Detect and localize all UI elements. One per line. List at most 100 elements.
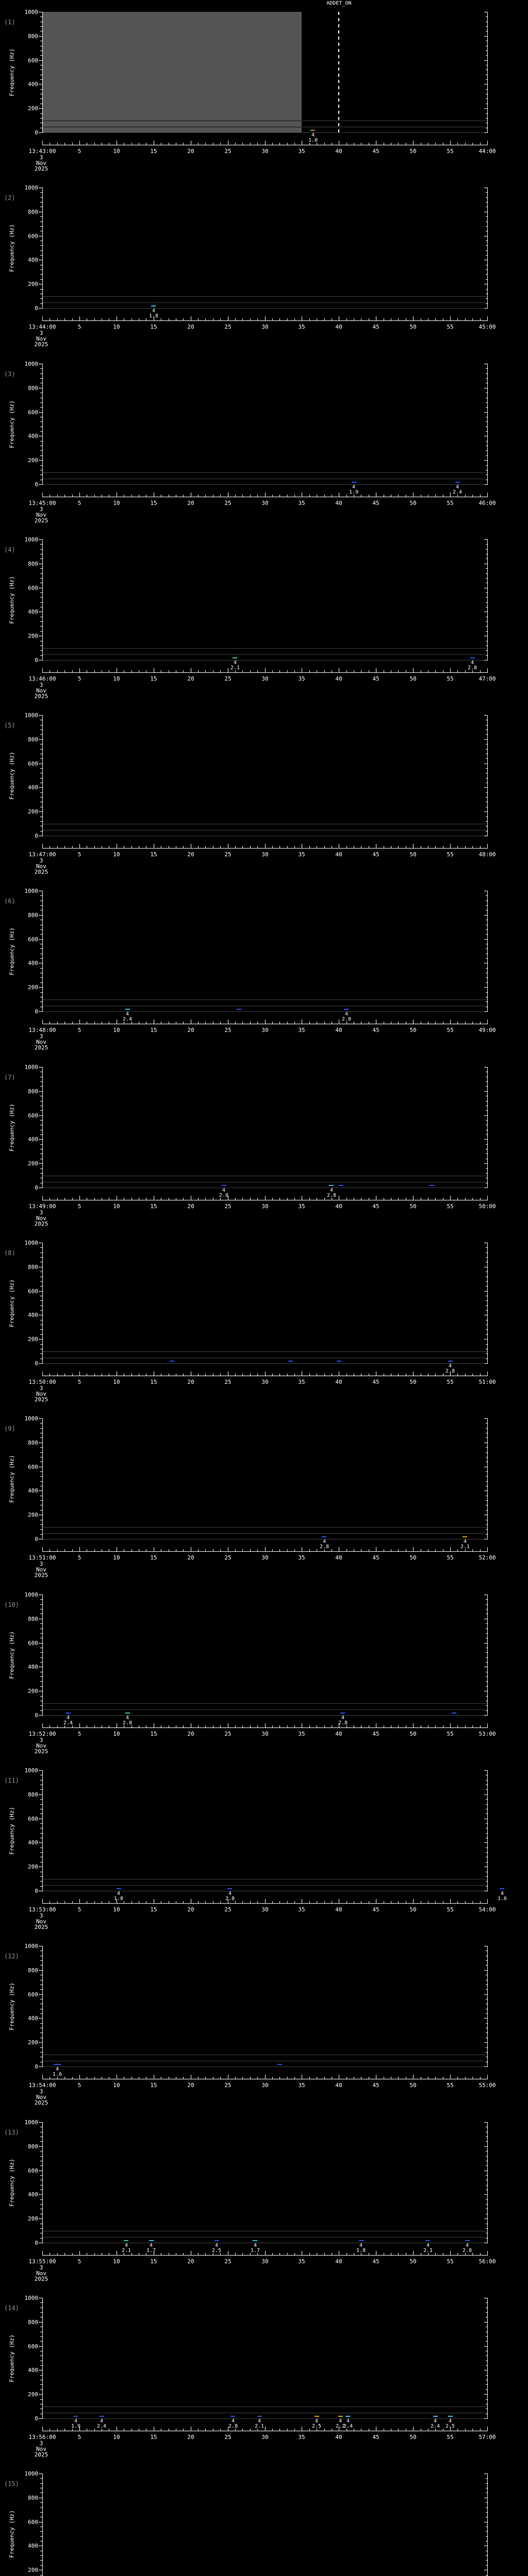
xtick-label: 5 [77,1203,81,1210]
xtick-minor [465,1725,466,1727]
xtick-label: 40 [335,675,342,682]
xtick-minor [131,318,132,320]
ytick-minor [40,792,42,793]
xtick-label: 30 [261,675,269,682]
xtick-major [79,1371,80,1376]
xtick-major [450,1020,451,1024]
xtick-minor [457,318,458,320]
xtick-minor [309,318,310,320]
ytick-minor [40,2238,42,2239]
xtick-minor [250,1198,251,1200]
ytick-label: 800 [28,1264,38,1270]
xtick-label: 45 [372,2082,380,2089]
xtick-major [79,2075,80,2079]
detection-marker [340,1713,345,1714]
xtick-label: 10 [113,2082,120,2089]
xtick-label: 35 [298,1203,305,1210]
y-axis-left [42,12,43,133]
ytick-minor-right [486,1662,488,1663]
xtick-minor [183,1549,184,1551]
xtick-minor [480,1022,481,1024]
date-label: Nov [36,160,46,166]
ytick-major-right [484,2042,488,2043]
ytick-minor [40,279,42,280]
ytick-label: 600 [28,2167,38,2174]
ytick-minor-right [486,1780,488,1781]
xtick-label: 5 [77,2434,81,2441]
ytick-minor [40,1168,42,1169]
ytick-minor [40,1173,42,1174]
xtick-minor [183,318,184,320]
ytick-major [39,1011,42,1012]
xtick-minor [205,495,206,497]
xtick-label: 40 [335,1027,342,1033]
start-time-label: 13:46:00 [28,675,56,682]
ytick-minor-right [486,1876,488,1877]
xtick-minor [198,846,199,848]
ytick-minor [40,98,42,99]
ytick-major-right [484,739,488,740]
panel-index-label: (13) [4,2129,19,2136]
ytick-label: 200 [28,1160,38,1167]
ytick-minor-right [486,650,488,651]
ytick-minor-right [486,378,488,379]
ytick-minor [40,1257,42,1258]
ytick-major [39,787,42,788]
ytick-minor-right [486,977,488,978]
xtick-label: 10 [113,148,120,155]
ytick-label: 0 [35,657,38,664]
ytick-minor-right [486,16,488,17]
detection-value-label: 2.1 [423,2248,433,2253]
xtick-label: 35 [298,324,305,330]
xtick-minor [72,2253,73,2255]
xtick-minor [472,1198,473,1200]
ytick-minor [40,2384,42,2385]
ytick-major-right [484,1418,488,1419]
ytick-label: 800 [28,912,38,919]
date-label: Nov [36,1039,46,1045]
xtick-minor [183,2077,184,2079]
ytick-minor [40,631,42,632]
xtick-major [265,844,266,848]
xtick-label: 40 [335,1906,342,1913]
xtick-minor [324,1374,325,1376]
ytick-minor [40,2478,42,2479]
xtick-minor [94,1901,95,1903]
baseline-line-100hz [42,999,487,1000]
ytick-label: 1000 [24,1943,39,1950]
ytick-major [39,1291,42,1292]
ytick-label: 200 [28,105,38,112]
y-axis-right [487,188,488,309]
xtick-label: 15 [150,2258,157,2265]
start-time-label: 13:56:00 [28,2434,56,2441]
ytick-major [39,1163,42,1164]
detection-count-label: 4 [66,1715,70,1721]
xtick-minor [472,2429,473,2431]
ytick-minor [40,1780,42,1781]
detection-marker [322,1536,326,1537]
xtick-label: 10 [113,851,120,858]
xtick-major [487,141,488,145]
xtick-major [265,2251,266,2255]
ytick-major-right [484,1115,488,1116]
detection-marker [253,2240,257,2241]
xtick-minor [64,1725,65,1727]
ytick-major-right [484,308,488,309]
xtick-major [487,1547,488,1551]
xtick-minor [131,846,132,848]
xtick-minor [183,1901,184,1903]
xtick-minor [235,143,236,145]
ytick-minor [40,821,42,822]
ytick-minor [40,1437,42,1438]
ytick-minor [40,192,42,193]
ytick-minor [40,2536,42,2537]
xtick-minor [309,1022,310,1024]
y-axis-left [42,539,43,660]
xtick-minor [72,1901,73,1903]
frequency-axis-title: Frequency (Hz) [8,1279,15,1327]
spectrogram-panel-8: (8)Frequency (Hz)0200400600800100042.851… [0,1231,528,1406]
xtick-label: 30 [261,500,269,506]
ytick-minor [40,50,42,51]
xtick-label: 55 [447,1027,454,1033]
xtick-minor [220,1725,221,1727]
